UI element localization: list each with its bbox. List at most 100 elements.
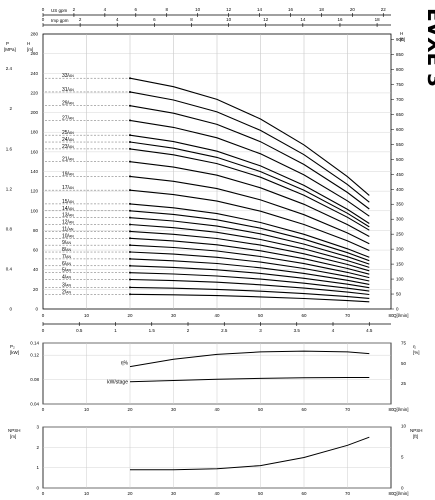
y-tick-h-m: 20 — [33, 287, 39, 292]
m3h-tick-label: 4 — [332, 328, 335, 333]
curve-label: 5/AN — [62, 268, 72, 274]
curve-label-stages: 23/ — [62, 144, 70, 150]
y-tick-h-ft: 900 — [396, 37, 404, 42]
curve-label: 21/AN — [62, 157, 74, 163]
eta-curve — [129, 350, 370, 368]
eff-x-tick: 0 — [42, 407, 45, 412]
curve-line — [129, 223, 370, 268]
curve-label: 14/AN — [62, 206, 74, 212]
curve-line — [129, 210, 370, 262]
curve-line — [129, 175, 370, 245]
y-label-h-m: H — [27, 41, 30, 46]
curve-start-point — [129, 134, 131, 137]
curve-start-point — [129, 223, 131, 226]
x-tick-lmin: 50 — [258, 313, 264, 318]
y-tick-h-ft: 150 — [396, 262, 404, 267]
eta-series-label: η% — [121, 361, 129, 367]
y-label-p-unit: [MPa] — [4, 47, 16, 52]
y-tick-h-ft: 700 — [396, 97, 404, 102]
curve-start-point — [129, 119, 131, 122]
npsh-left-tick: 1 — [36, 465, 39, 470]
curve-label-stages: 7/ — [62, 254, 67, 260]
curve-label: 2/AN — [62, 289, 72, 295]
npsh-x-tick: 0 — [42, 491, 45, 496]
curve-start-point — [129, 271, 131, 274]
eff-left-unit: [kW] — [10, 350, 19, 355]
curve-line — [129, 251, 370, 282]
curve-start-point — [129, 77, 131, 80]
y-label-p: P — [6, 41, 9, 46]
curve-label-suffix: AN — [69, 214, 74, 218]
eff-x-tick: 50 — [258, 407, 264, 412]
curve-start-point — [129, 216, 131, 219]
eff-x-label: Q[l/min] — [393, 407, 409, 412]
x-tick-lmin: 70 — [345, 313, 351, 318]
y-tick-p: 1.2 — [6, 186, 13, 191]
npsh-left-tick: 2 — [36, 445, 39, 450]
curve-label: 29/AN — [62, 101, 74, 107]
npsh-x-label: Q[l/min] — [393, 491, 409, 496]
curve-label: 19/AN — [62, 171, 74, 177]
curve-label-stages: 24/ — [62, 137, 70, 143]
npsh-right-unit: [ft] — [413, 434, 418, 439]
eff-right-unit: [%] — [413, 350, 420, 355]
y-tick-h-ft: 250 — [396, 232, 404, 237]
curve-label: 13/AN — [62, 213, 74, 219]
us-gpm-scale-tick-label: 14 — [257, 7, 263, 12]
us-gpm-scale-tick-label: 22 — [381, 7, 387, 12]
y-tick-h-ft: 450 — [396, 172, 404, 177]
curve-label: 25/AN — [62, 130, 74, 136]
curve-label-suffix: AN — [69, 102, 74, 106]
curve-label-stages: 10/ — [62, 233, 70, 239]
y-tick-h-ft: 850 — [396, 52, 404, 57]
m3h-tick-label: 4.5 — [366, 328, 373, 333]
m3h-tick-label: 1.5 — [149, 328, 156, 333]
curve-label-stages: 6/ — [62, 261, 67, 267]
curve-line — [129, 77, 370, 196]
y-tick-h-ft: 0 — [396, 307, 399, 312]
imp-gpm-scale-tick-label: 8 — [190, 17, 193, 22]
curve-start-point — [129, 202, 131, 205]
curve-line — [129, 119, 370, 217]
curve-label-stages: 25/ — [62, 130, 70, 136]
y-tick-h-m: 220 — [30, 90, 38, 95]
y-tick-p: 2.4 — [6, 66, 13, 71]
curve-label: 15/AN — [62, 199, 74, 205]
curve-label-suffix: AN — [69, 227, 74, 231]
npsh-right-label: NPSH — [410, 428, 423, 433]
y-tick-h-m: 260 — [30, 51, 38, 56]
m3h-tick-label: 1 — [114, 328, 117, 333]
curve-label: 6/AN — [62, 261, 72, 267]
x-tick-lmin: 60 — [301, 313, 307, 318]
curve-start-point — [129, 251, 131, 254]
curve-line — [129, 237, 370, 275]
curve-line — [129, 278, 370, 296]
curve-start-point — [129, 160, 131, 163]
eff-right-tick: 75 — [401, 341, 407, 346]
curve-label: 9/AN — [62, 240, 72, 246]
npsh-right-tick: 0 — [401, 486, 404, 491]
curve-start-point — [129, 257, 131, 260]
eff-left-tick: 0.14 — [30, 341, 39, 346]
curve-label-suffix: AN — [69, 116, 74, 120]
curve-start-point — [129, 286, 131, 289]
kw-curve — [129, 377, 370, 383]
curve-label-suffix: AN — [69, 158, 74, 162]
curve-line — [129, 244, 370, 279]
us-gpm-scale-tick-label: 0 — [42, 7, 45, 12]
x-tick-lmin: 30 — [171, 313, 177, 318]
curve-line — [129, 286, 370, 299]
us-gpm-scale-tick-label: 12 — [226, 7, 232, 12]
curve-start-point — [129, 141, 131, 144]
npsh-x-tick: 60 — [301, 491, 307, 496]
curve-label-stages: 15/ — [62, 199, 70, 205]
y-tick-p: 0.4 — [6, 266, 13, 271]
curve-label-suffix: AN — [69, 221, 74, 225]
eff-left-label: P₂ — [10, 344, 15, 349]
curve-label: 27/AN — [62, 115, 74, 121]
us-gpm-scale-tick-label: 2 — [73, 7, 76, 12]
curve-line — [129, 189, 370, 252]
m3h-tick-label: 0.5 — [76, 328, 83, 333]
y-tick-p: 0 — [9, 307, 12, 312]
